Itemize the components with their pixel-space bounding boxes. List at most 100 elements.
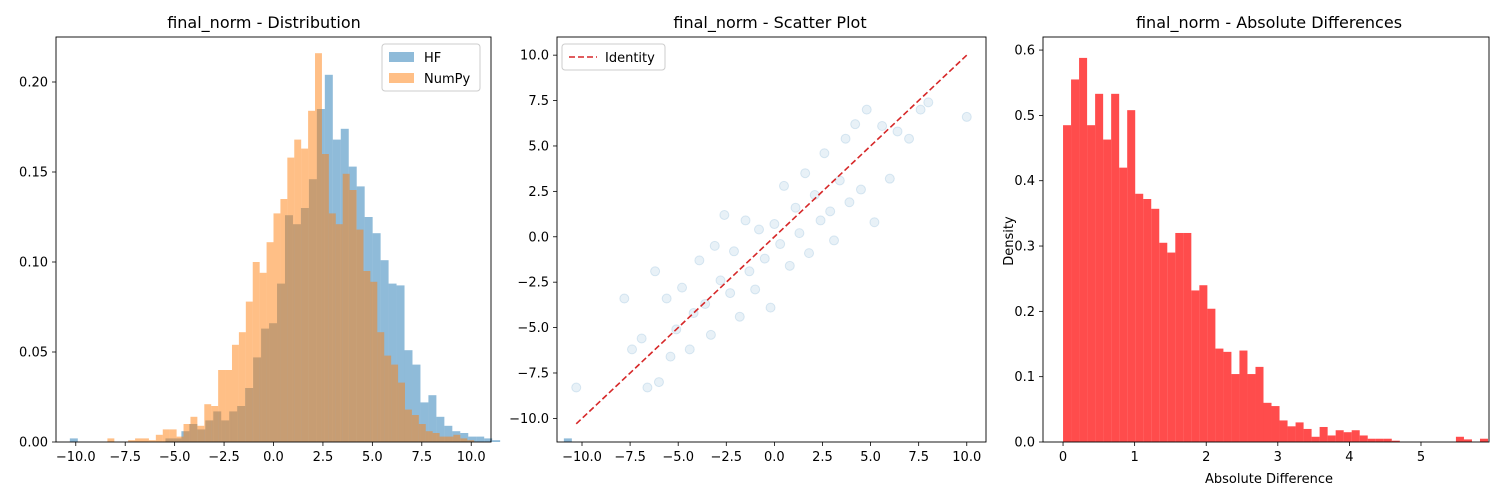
histogram-bar — [1071, 79, 1080, 443]
scatter-point — [844, 197, 855, 208]
histogram-bar — [280, 199, 288, 442]
histogram-bar — [1463, 439, 1472, 442]
histogram-bar — [218, 370, 226, 442]
histogram-bar — [1079, 57, 1088, 443]
histogram-bar — [315, 53, 322, 442]
histogram-bar — [1343, 432, 1352, 442]
legend: HF NumPy — [381, 43, 481, 92]
x-tick-label: 2 — [1202, 450, 1210, 465]
x-tick-label: 10.0 — [457, 450, 486, 465]
histogram-bar — [107, 438, 115, 442]
histogram-bar — [398, 382, 405, 442]
histogram-bar — [1119, 167, 1128, 442]
histogram-bar — [1391, 440, 1400, 442]
chart-title: final_norm - Distribution — [167, 13, 361, 33]
histogram-bar — [1375, 438, 1384, 442]
scatter-point — [790, 202, 801, 213]
scatter-point — [759, 253, 770, 264]
x-tick-label: 5.0 — [860, 450, 881, 465]
x-tick-label: −2.5 — [208, 450, 240, 465]
x-tick-label: −5.0 — [662, 450, 694, 465]
histogram-bar — [69, 438, 78, 442]
histogram-bar — [1111, 93, 1120, 442]
histogram-bar — [1167, 252, 1176, 442]
x-tick-label: 2.5 — [313, 450, 334, 465]
scatter-point — [719, 209, 730, 220]
scatter-point — [705, 329, 716, 340]
y-tick-label: 0.2 — [1014, 305, 1035, 320]
scatter-point — [665, 351, 676, 362]
histogram-bar — [391, 364, 399, 442]
y-tick-label: 0.3 — [1014, 240, 1035, 255]
scatter-point — [627, 344, 638, 355]
x-tick-label: −5.0 — [159, 450, 191, 465]
x-tick-label: 10.0 — [952, 450, 981, 465]
histogram-bar — [432, 433, 440, 442]
scatter-point — [855, 184, 866, 195]
scatter-point — [750, 284, 761, 295]
histogram-bar — [1287, 426, 1296, 442]
scatter-point — [744, 266, 755, 277]
histogram-bar — [1175, 232, 1184, 442]
distribution-panel: final_norm - Distribution −10.0 −7.5 −5.0 −… — [19, 13, 572, 465]
histogram-bar — [308, 110, 316, 443]
histogram-bar — [301, 148, 309, 442]
legend: Identity — [561, 43, 666, 71]
scatter-point — [728, 246, 739, 257]
histogram-bar — [1319, 426, 1328, 442]
scatter-point — [784, 260, 795, 271]
histogram-bar — [460, 433, 469, 442]
histogram-bar — [1127, 110, 1136, 442]
histogram-bar — [211, 406, 219, 442]
histogram-bar — [444, 425, 453, 442]
histogram-bar — [476, 436, 485, 442]
y-tick-label: 0.0 — [528, 230, 549, 245]
histogram-bar — [468, 436, 477, 442]
scatter-point — [877, 120, 888, 131]
scatter-point — [884, 173, 895, 184]
histogram-bar — [1087, 125, 1096, 442]
histogram-bar — [1383, 438, 1392, 442]
scatter-point — [661, 293, 672, 304]
histogram-bar — [453, 434, 461, 442]
y-tick-label: 5.0 — [528, 139, 549, 154]
y-tick-label: 0.05 — [19, 346, 48, 361]
histogram-bar — [1135, 193, 1144, 442]
histogram-bar — [1303, 428, 1312, 442]
series-numpy — [107, 53, 475, 443]
histogram-bar — [1279, 420, 1288, 442]
absolute-differences-panel: final_norm - Absolute Differences 0 1 2 3 4 5… — [1002, 13, 1490, 487]
scatter-point — [709, 240, 720, 251]
histogram-bar — [1223, 351, 1232, 442]
scatter-point — [825, 206, 836, 217]
y-tick-label: −10.0 — [509, 412, 549, 427]
x-tick-label: 0.0 — [263, 450, 284, 465]
histogram-bar — [420, 402, 429, 442]
histogram-bar — [1351, 430, 1360, 442]
x-tick-label: 5 — [1417, 450, 1425, 465]
histogram-bar — [190, 416, 198, 442]
histogram-bar — [446, 436, 454, 442]
axes-frame — [1042, 36, 1490, 443]
histogram-bar — [1327, 435, 1336, 442]
scatter-point — [765, 302, 776, 313]
histogram-bar — [356, 229, 364, 442]
x-tick-label: 7.5 — [908, 450, 929, 465]
histogram-bar — [1095, 93, 1104, 442]
scatter-point — [684, 344, 695, 355]
histogram-bar — [142, 438, 149, 442]
scatter-point — [619, 293, 630, 304]
histogram-bar — [328, 213, 336, 442]
scatter-point — [923, 97, 934, 108]
histogram-bar — [492, 440, 501, 442]
y-tick-label: 7.5 — [528, 94, 549, 109]
x-tick-label: −10.0 — [56, 450, 96, 465]
histogram-bar — [425, 431, 433, 442]
y-axis-label: Density — [1002, 216, 1017, 266]
scatter-point — [804, 248, 815, 259]
histogram-bar — [197, 425, 205, 442]
histogram-bar — [1479, 438, 1488, 442]
scatter-point — [650, 266, 661, 277]
histogram-bar — [363, 271, 371, 442]
